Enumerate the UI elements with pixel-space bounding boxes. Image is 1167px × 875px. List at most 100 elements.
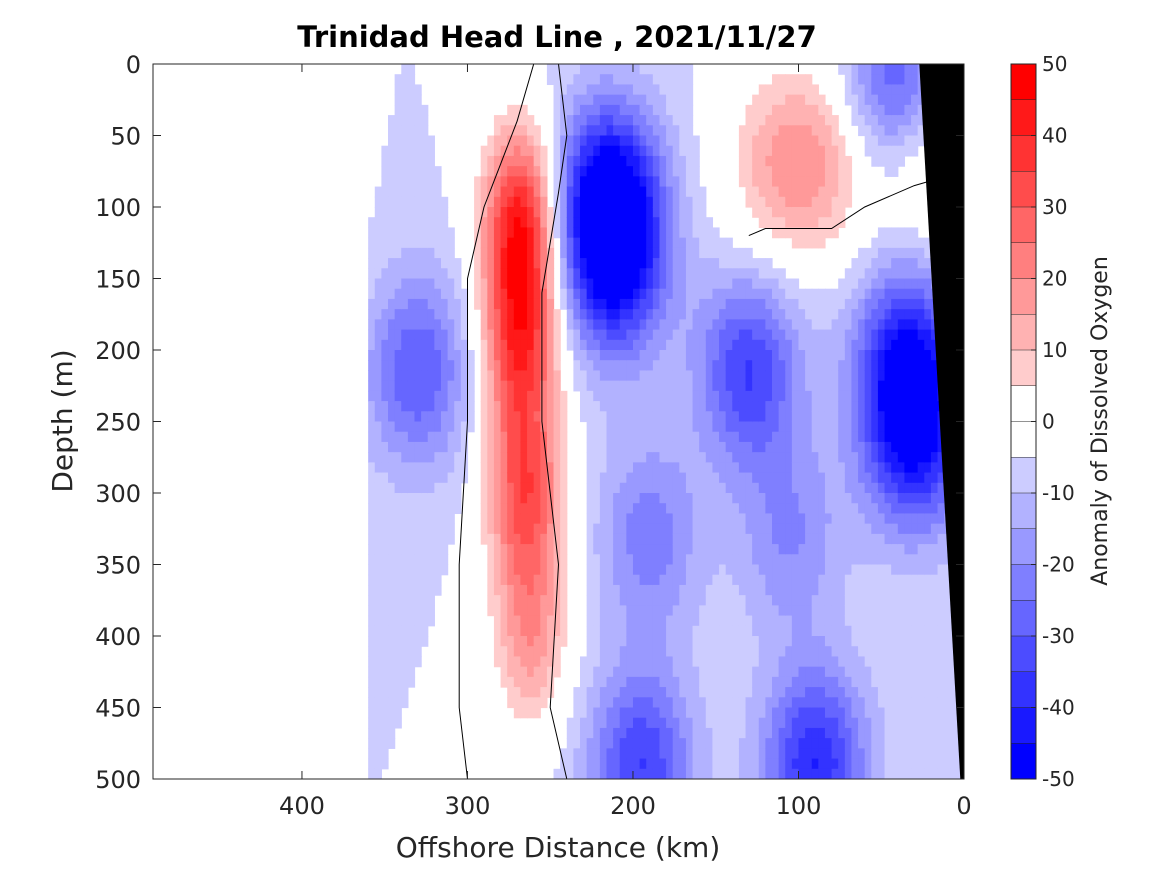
field-cell <box>487 482 495 494</box>
field-cell <box>864 636 872 647</box>
field-cell <box>712 615 720 627</box>
field-cell <box>626 472 634 484</box>
field-cell <box>652 472 661 484</box>
field-cell <box>586 207 594 218</box>
field-cell <box>527 615 535 627</box>
field-cell <box>791 656 800 668</box>
field-cell <box>374 697 382 709</box>
field-cell <box>924 309 932 320</box>
field-cell <box>520 309 528 320</box>
field-cell <box>652 258 661 269</box>
field-cell <box>546 431 555 443</box>
field-cell <box>864 350 872 361</box>
field-cell <box>844 584 853 596</box>
field-cell <box>911 268 919 280</box>
field-cell <box>626 421 634 433</box>
field-cell <box>666 298 674 310</box>
field-cell <box>864 401 872 412</box>
field-cell <box>560 411 568 423</box>
field-cell <box>891 493 899 504</box>
field-cell <box>646 288 654 300</box>
field-cell <box>791 207 800 218</box>
field-cell <box>924 421 932 433</box>
field-cell <box>851 615 859 627</box>
field-cell <box>440 360 449 372</box>
field-cell <box>897 258 906 269</box>
field-cell <box>679 452 687 463</box>
field-cell <box>500 564 508 576</box>
field-cell <box>573 329 581 341</box>
field-cell <box>811 94 819 106</box>
field-cell <box>798 401 806 412</box>
field-cell <box>368 554 376 566</box>
field-cell <box>401 176 409 188</box>
field-cell <box>699 727 707 739</box>
field-cell <box>745 319 753 331</box>
field-cell <box>904 707 912 719</box>
field-cell <box>646 431 654 443</box>
field-cell <box>507 656 515 668</box>
field-cell <box>381 441 389 453</box>
field-cell <box>619 584 627 596</box>
field-cell <box>904 309 912 320</box>
field-cell <box>738 125 747 137</box>
field-cell <box>454 380 462 392</box>
field-cell <box>586 309 594 320</box>
field-cell <box>626 727 634 739</box>
field-cell <box>414 155 422 167</box>
field-cell <box>626 64 634 75</box>
field-cell <box>844 298 853 310</box>
field-cell <box>639 452 647 463</box>
field-cell <box>858 472 866 484</box>
field-cell <box>580 687 588 698</box>
field-cell <box>904 360 912 372</box>
field-cell <box>778 472 786 484</box>
field-cell <box>685 595 694 606</box>
field-cell <box>838 564 846 576</box>
field-cell <box>613 727 621 739</box>
field-cell <box>500 584 508 596</box>
field-cell <box>533 298 541 310</box>
field-cell <box>738 687 747 698</box>
field-cell <box>626 298 634 310</box>
field-cell <box>831 370 839 382</box>
field-cell <box>659 584 667 596</box>
field-cell <box>904 717 912 729</box>
field-cell <box>659 554 667 566</box>
field-cell <box>732 717 740 729</box>
field-cell <box>427 247 435 259</box>
field-cell <box>924 595 932 606</box>
field-cell <box>844 370 853 382</box>
field-cell <box>593 247 601 259</box>
field-cell <box>871 676 879 688</box>
field-cell <box>791 768 800 779</box>
field-cell <box>831 584 839 596</box>
field-cell <box>527 544 535 555</box>
field-cell <box>381 687 389 698</box>
field-cell <box>712 411 720 423</box>
field-cell <box>374 656 382 668</box>
field-cell <box>871 758 879 770</box>
field-cell <box>911 768 919 779</box>
field-cell <box>712 636 720 647</box>
field-cell <box>507 646 515 658</box>
field-cell <box>619 625 627 637</box>
field-cell <box>434 237 442 249</box>
field-cell <box>500 145 508 157</box>
field-cell <box>573 738 581 749</box>
field-cell <box>593 166 601 177</box>
field-cell <box>586 411 594 423</box>
field-cell <box>599 441 608 453</box>
field-cell <box>685 247 694 259</box>
field-cell <box>838 411 846 423</box>
field-cell <box>407 646 416 658</box>
field-cell <box>493 595 502 606</box>
field-cell <box>619 482 627 494</box>
field-cell <box>613 472 621 484</box>
field-cell <box>533 360 541 372</box>
field-cell <box>725 390 733 402</box>
field-cell <box>388 656 396 668</box>
field-cell <box>705 697 714 709</box>
field-cell <box>586 84 594 96</box>
field-cell <box>460 431 469 443</box>
